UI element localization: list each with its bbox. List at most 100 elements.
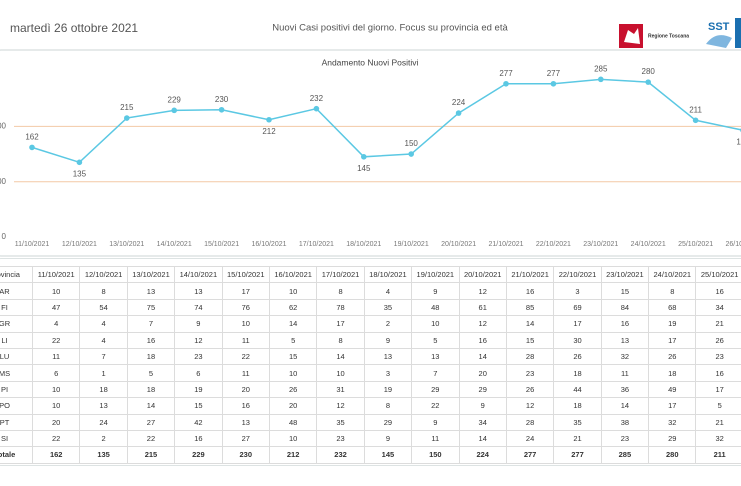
cell: 12: [458, 282, 507, 300]
cell: 13: [221, 413, 270, 431]
cell: 7: [411, 364, 460, 382]
data-label: 232: [310, 94, 324, 103]
cell: 22: [31, 331, 81, 349]
cell: 285: [600, 446, 650, 464]
point: [692, 117, 699, 124]
cell: 47: [31, 298, 81, 317]
header-cell: 15/10/2021: [221, 265, 270, 284]
cell: 21: [695, 315, 741, 333]
x-tick-label: 13/10/2021: [109, 241, 144, 248]
cell: 26: [268, 380, 318, 399]
y-tick-label: 200: [0, 121, 7, 130]
row-label: PT: [0, 413, 33, 431]
cell: 17: [695, 380, 741, 399]
cell: 12: [316, 397, 365, 415]
x-tick-label: 14/10/2021: [157, 241, 192, 248]
x-tick-label: 24/10/2021: [631, 241, 666, 248]
cell: 17: [648, 397, 697, 415]
cell: 34: [695, 298, 741, 317]
cell: 31: [316, 380, 365, 399]
header-cell: Provincia: [0, 265, 33, 284]
cell: 27: [126, 413, 176, 431]
cell: 17: [553, 315, 602, 333]
cell: 230: [221, 446, 270, 464]
cell: 10: [268, 282, 318, 300]
cell: 9: [411, 282, 460, 300]
x-tick-label: 11/10/2021: [15, 241, 50, 248]
data-label: 162: [25, 133, 39, 142]
point: [76, 159, 83, 166]
cell: 224: [458, 446, 507, 464]
x-tick-label: 16/10/2021: [251, 241, 286, 248]
x-tick-label: 19/10/2021: [394, 241, 429, 248]
cell: 16: [505, 282, 555, 300]
cell: 22: [126, 429, 176, 448]
cell: 19: [648, 315, 697, 333]
cell: 10: [411, 315, 460, 333]
header-row: Provincia11/10/202112/10/202113/10/20211…: [0, 265, 741, 284]
x-tick-label: 21/10/2021: [488, 241, 523, 248]
province-table: Provincia11/10/202112/10/202113/10/20211…: [0, 265, 741, 464]
cell: 16: [600, 315, 650, 333]
x-tick-label: 12/10/2021: [62, 241, 97, 248]
cell: 277: [505, 446, 555, 464]
header-cell: 17/10/2021: [316, 265, 365, 284]
cell: 10: [31, 380, 81, 399]
cell: 61: [458, 298, 507, 317]
sst-name: SST: [708, 21, 730, 33]
header-cell: 12/10/2021: [79, 265, 128, 284]
cell: 18: [126, 347, 176, 366]
x-tick-label: 17/10/2021: [299, 241, 334, 248]
cell: 145: [363, 446, 413, 464]
cell: 10: [221, 315, 270, 333]
data-label: 280: [642, 67, 656, 76]
data-label: 277: [547, 69, 561, 78]
cell: 54: [79, 298, 128, 317]
cell: 13: [174, 282, 223, 300]
cell: 35: [553, 413, 602, 431]
x-tick-label: 15/10/2021: [204, 241, 239, 248]
row-label: LU: [0, 347, 33, 366]
cell: 32: [648, 413, 697, 431]
table-row: MS6156111010372023181118163: [0, 364, 741, 382]
cell: 20: [268, 397, 318, 415]
data-label: 212: [262, 127, 276, 136]
row-label: PO: [0, 397, 33, 415]
data-label: 229: [168, 95, 182, 104]
header-cell: 19/10/2021: [411, 265, 460, 284]
row-label: LI: [0, 331, 33, 349]
cell: 280: [648, 446, 697, 464]
cell: 23: [600, 429, 650, 448]
cell: 27: [221, 429, 270, 448]
cell: 78: [316, 298, 365, 317]
x-tick-label: 23/10/2021: [583, 241, 618, 248]
cell: 12: [174, 331, 223, 349]
cell: 13: [79, 397, 128, 415]
cell: 14: [268, 315, 318, 333]
point: [455, 110, 462, 116]
row-label: FI: [0, 298, 33, 317]
page-title: Nuovi Casi positivi del giorno. Focus su…: [272, 23, 508, 34]
cell: 2: [363, 315, 413, 333]
cell: 10: [316, 364, 365, 382]
data-label: 224: [452, 98, 466, 107]
cell: 13: [363, 347, 413, 366]
cell: 19: [363, 380, 413, 399]
header-cell: 23/10/2021: [600, 265, 650, 284]
cell: 15: [268, 347, 318, 366]
point: [550, 80, 557, 87]
chart: martedì 26 ottobre 2021 Nuovi Casi posit…: [0, 18, 741, 257]
cell: 17: [221, 282, 270, 300]
cell: 18: [648, 364, 697, 382]
data-label: 285: [594, 64, 608, 73]
cell: 26: [695, 331, 741, 349]
point: [218, 106, 225, 113]
cell: 85: [505, 298, 555, 317]
cell: 84: [600, 298, 650, 317]
cell: 10: [268, 429, 318, 448]
point: [29, 144, 35, 151]
data-label: 277: [499, 69, 513, 78]
table-row: FI47547574766278354861856984683440: [0, 298, 741, 317]
cell: 10: [31, 397, 81, 415]
